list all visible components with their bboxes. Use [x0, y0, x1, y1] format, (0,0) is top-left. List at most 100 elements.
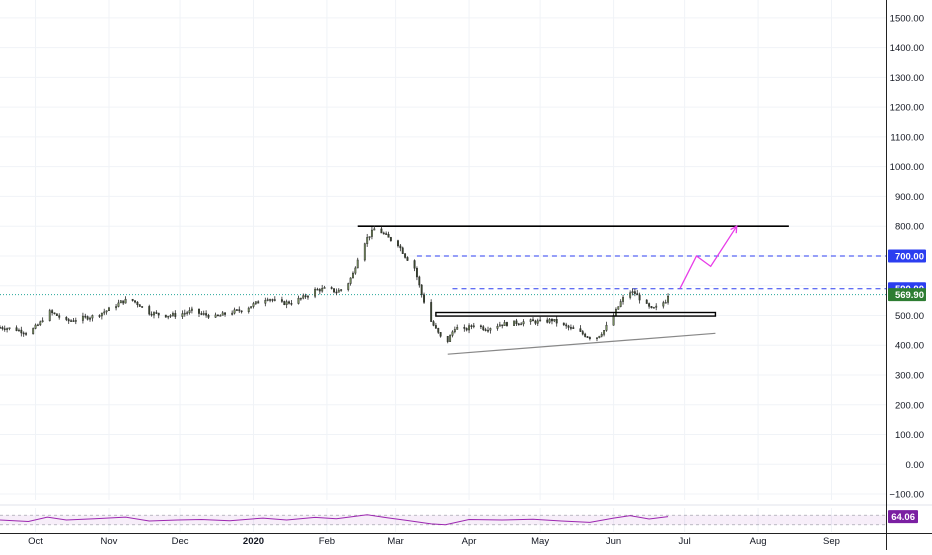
candle-body	[517, 323, 520, 326]
candle-body	[652, 307, 655, 309]
candle-body	[534, 320, 537, 324]
candle-body	[664, 302, 667, 304]
x-tick-label: Apr	[462, 536, 477, 547]
candle-body	[648, 303, 651, 307]
y-tick-label: 1200.00	[890, 103, 924, 114]
candle-body	[8, 327, 11, 329]
candle-body	[32, 328, 35, 335]
candle-body	[273, 299, 276, 301]
candle-body	[86, 316, 89, 320]
candle-body	[636, 293, 639, 296]
candle-body	[629, 292, 632, 298]
candle-body	[415, 267, 418, 278]
y-tick-label: 1100.00	[890, 132, 924, 143]
candle-body	[221, 312, 224, 316]
candle-body	[41, 320, 44, 323]
candle-body	[484, 329, 487, 331]
candle-body	[271, 299, 274, 301]
grid	[0, 0, 886, 532]
candle-body	[337, 289, 340, 293]
candle-body	[631, 291, 634, 294]
candle-body	[612, 315, 615, 326]
candle-body	[6, 328, 9, 330]
candle-body	[662, 302, 665, 307]
x-tick-label: Jun	[606, 536, 621, 547]
y-tick-label: 200.00	[895, 400, 924, 411]
candle-body	[667, 295, 670, 303]
candle-body	[529, 319, 532, 322]
y-tick-label: 500.00	[895, 311, 924, 322]
candle-body	[397, 240, 399, 247]
candle-body	[548, 318, 551, 323]
candle-body	[148, 306, 151, 315]
candle-body	[470, 325, 473, 327]
candle-body	[487, 329, 489, 332]
candle-body	[565, 324, 568, 327]
candle-body	[153, 312, 155, 316]
candle-body	[496, 325, 499, 329]
candle-body	[171, 313, 174, 316]
candle-body	[520, 323, 523, 326]
candle-body	[588, 337, 591, 339]
candle-body	[84, 315, 87, 318]
candle-body	[307, 295, 309, 298]
candle-body	[318, 289, 321, 292]
x-tick-label: Feb	[319, 536, 335, 547]
candle-body	[214, 314, 217, 318]
y-tick-label: 400.00	[895, 341, 924, 352]
candle-body	[596, 337, 598, 339]
candle-body	[74, 320, 77, 322]
candle-body	[551, 318, 553, 322]
candle-body	[134, 300, 136, 303]
candle-body	[190, 308, 193, 311]
candle-body	[233, 309, 236, 314]
candle-body	[432, 321, 435, 326]
candle-body	[200, 313, 203, 315]
candle-body	[141, 306, 144, 308]
candle-body	[150, 313, 153, 316]
candle-body	[413, 260, 416, 269]
candle-body	[335, 291, 338, 294]
candle-body	[124, 298, 127, 304]
candle-body	[98, 315, 101, 317]
rsi-line	[0, 514, 669, 526]
drawing-layer-front	[435, 225, 738, 355]
candle-body	[439, 332, 442, 337]
rsi-pane: 64.06	[0, 510, 918, 526]
projection-path[interactable]	[679, 225, 738, 289]
candle-body	[349, 277, 352, 284]
candle-body	[368, 236, 371, 238]
candle-body	[1, 327, 4, 329]
candle-body	[304, 295, 307, 298]
candle-body	[174, 313, 177, 317]
x-tick-label: Aug	[750, 536, 767, 547]
candle-body	[498, 324, 501, 327]
rsi-band	[0, 515, 886, 525]
candle-body	[333, 288, 335, 293]
candle-body	[650, 306, 653, 309]
candle-body	[105, 310, 108, 313]
trendline[interactable]	[447, 332, 716, 355]
support-zone[interactable]	[435, 311, 717, 317]
candle-body	[323, 287, 326, 289]
x-tick-label: Nov	[101, 536, 118, 547]
candle-body	[285, 301, 288, 305]
candle-body	[15, 327, 18, 331]
candle-body	[434, 325, 437, 329]
y-tick-label: 1300.00	[890, 73, 924, 84]
price-label: 700.00	[895, 251, 924, 262]
candle-body	[387, 233, 390, 238]
candle-body	[103, 311, 106, 314]
y-tick-label: 100.00	[895, 430, 924, 441]
candle-body	[522, 321, 525, 325]
candle-body	[72, 320, 75, 322]
candle-body	[155, 312, 158, 314]
x-tick-label: Dec	[172, 536, 189, 547]
candle-body	[280, 299, 283, 302]
candle-body	[55, 313, 58, 316]
x-tick-label: May	[531, 536, 549, 547]
candle-body	[356, 259, 359, 269]
candle-body	[115, 306, 118, 309]
